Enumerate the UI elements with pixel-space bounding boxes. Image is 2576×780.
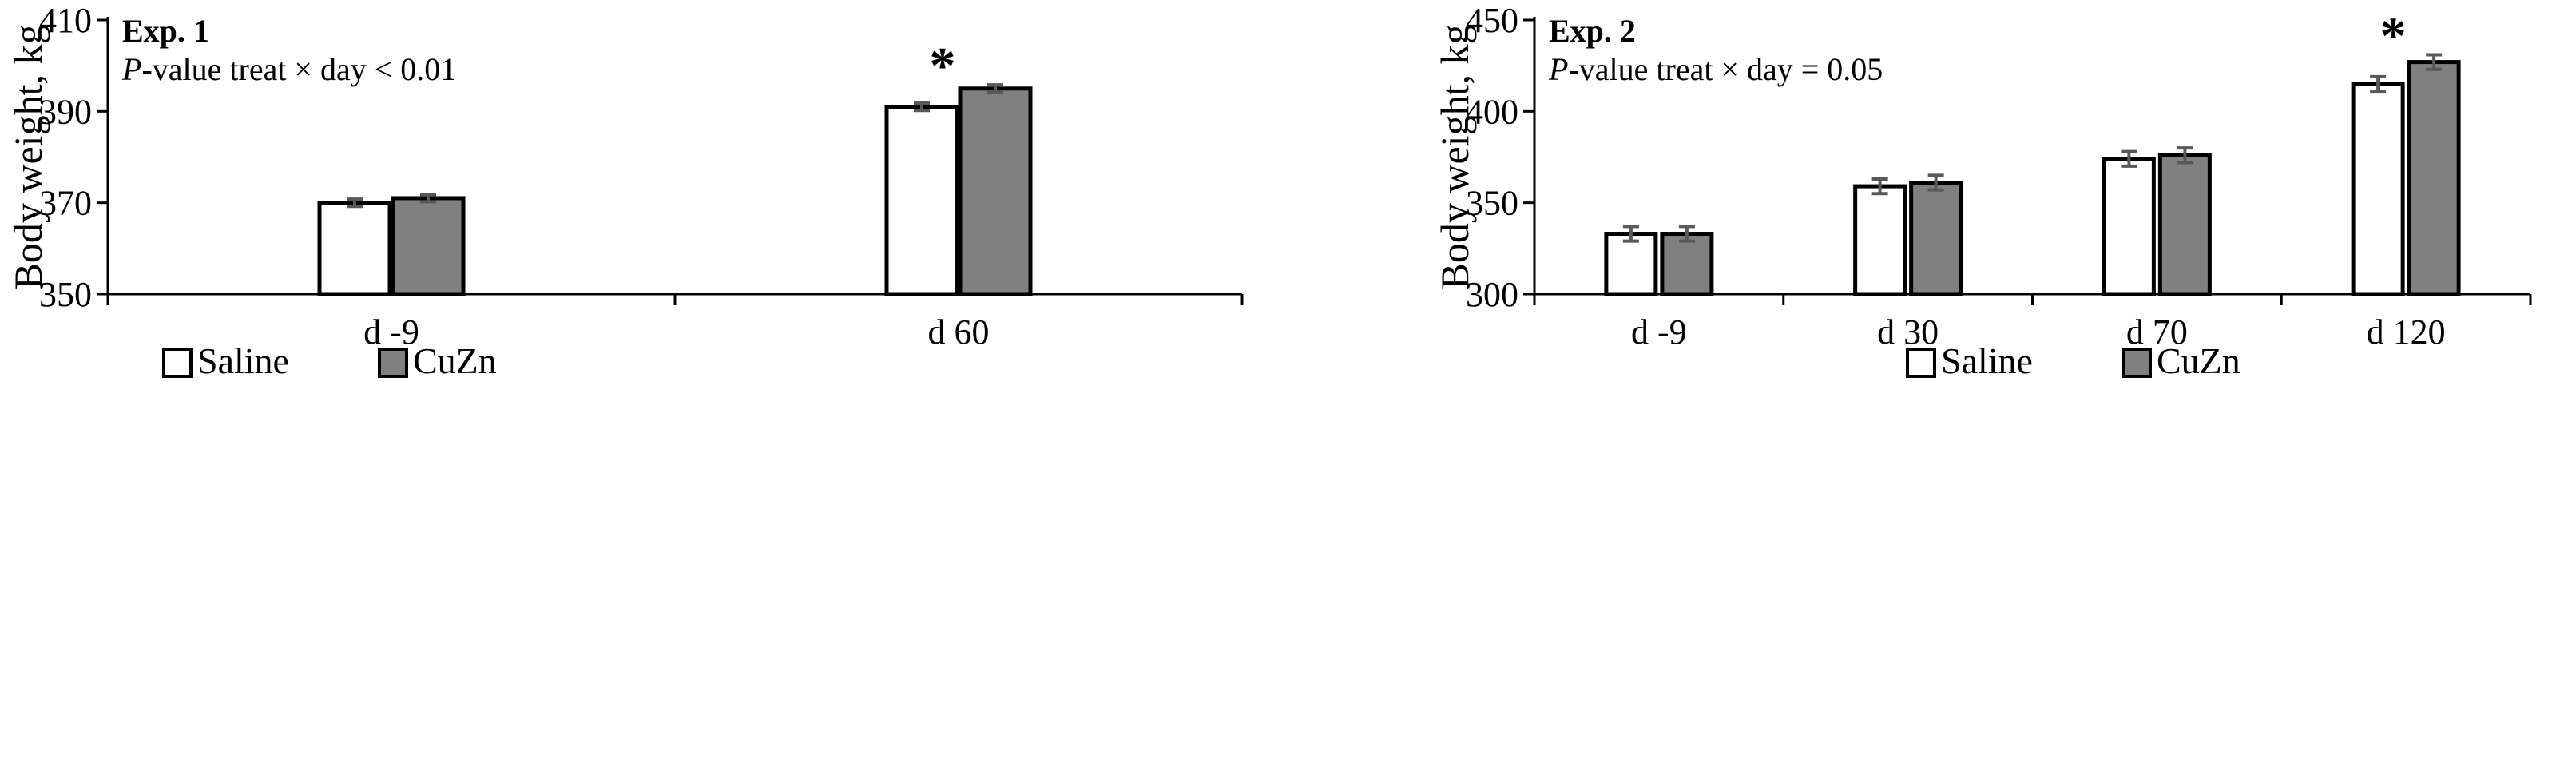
legend-label-saline: Saline [197,340,289,381]
y-tick-label: 350 [1466,184,1518,223]
y-tick-label: 350 [39,275,92,314]
x-tick-label: d 120 [2367,312,2446,352]
bar-cuzn [2157,153,2212,296]
y-axis-label: Body weight, kg [6,25,50,290]
y-tick-label: 410 [39,1,92,40]
legend-swatch-saline [1906,348,1936,378]
p-value-italic: P [121,51,141,87]
bar-saline [2102,157,2156,296]
legend-label-cuzn: CuZn [413,340,497,381]
p-value-annotation: P-value treat × day < 0.01 [121,51,456,87]
p-value-annotation: P-value treat × day = 0.05 [1548,51,1883,87]
bar-cuzn [1660,232,1714,296]
y-tick-label: 400 [1466,92,1518,131]
y-tick-label: 370 [39,184,92,223]
bar-cuzn [391,196,466,296]
legend-swatch-cuzn [378,348,408,378]
bar-cuzn [2407,60,2461,296]
x-tick-label: d 30 [1877,312,1939,352]
bar-cuzn [958,86,1033,296]
x-tick-label: d 70 [2126,312,2188,352]
x-tick-label: d -9 [363,312,419,352]
bar-saline [1604,232,1658,296]
y-tick-label: 300 [1466,275,1518,314]
p-value-text: -value treat × day < 0.01 [141,51,456,87]
x-tick-label: d 60 [928,312,990,352]
chart-title: Exp. 1 [122,13,209,49]
legend-label-saline: Saline [1941,340,2033,381]
x-tick-label: d -9 [1631,312,1687,352]
y-tick-label: 450 [1466,1,1518,40]
chart-panel-exp2: 300 350 400 450 Body weight, kg d -9 d 30 d 70 d… [1288,0,2576,776]
y-axis-label: Body weight, kg [1432,25,1477,290]
bar-cuzn [1909,181,1963,296]
bar-saline [884,105,959,296]
legend-swatch-cuzn [2122,348,2152,378]
bar-saline [317,201,392,296]
chart-panel-exp1: 350 370 390 410 Body weight, kg d -9 d 60 * Exp.… [0,0,1288,776]
p-value-italic: P [1548,51,1568,87]
p-value-text: -value treat × day = 0.05 [1568,51,1883,87]
bar-saline [1853,184,1907,296]
y-tick-label: 390 [39,92,92,131]
significance-marker: * [2380,6,2407,65]
legend-label-cuzn: CuZn [2157,340,2241,381]
significance-marker: * [930,37,956,95]
legend-swatch-saline [162,348,193,378]
bar-saline [2351,82,2405,296]
chart-title: Exp. 2 [1549,13,1636,49]
